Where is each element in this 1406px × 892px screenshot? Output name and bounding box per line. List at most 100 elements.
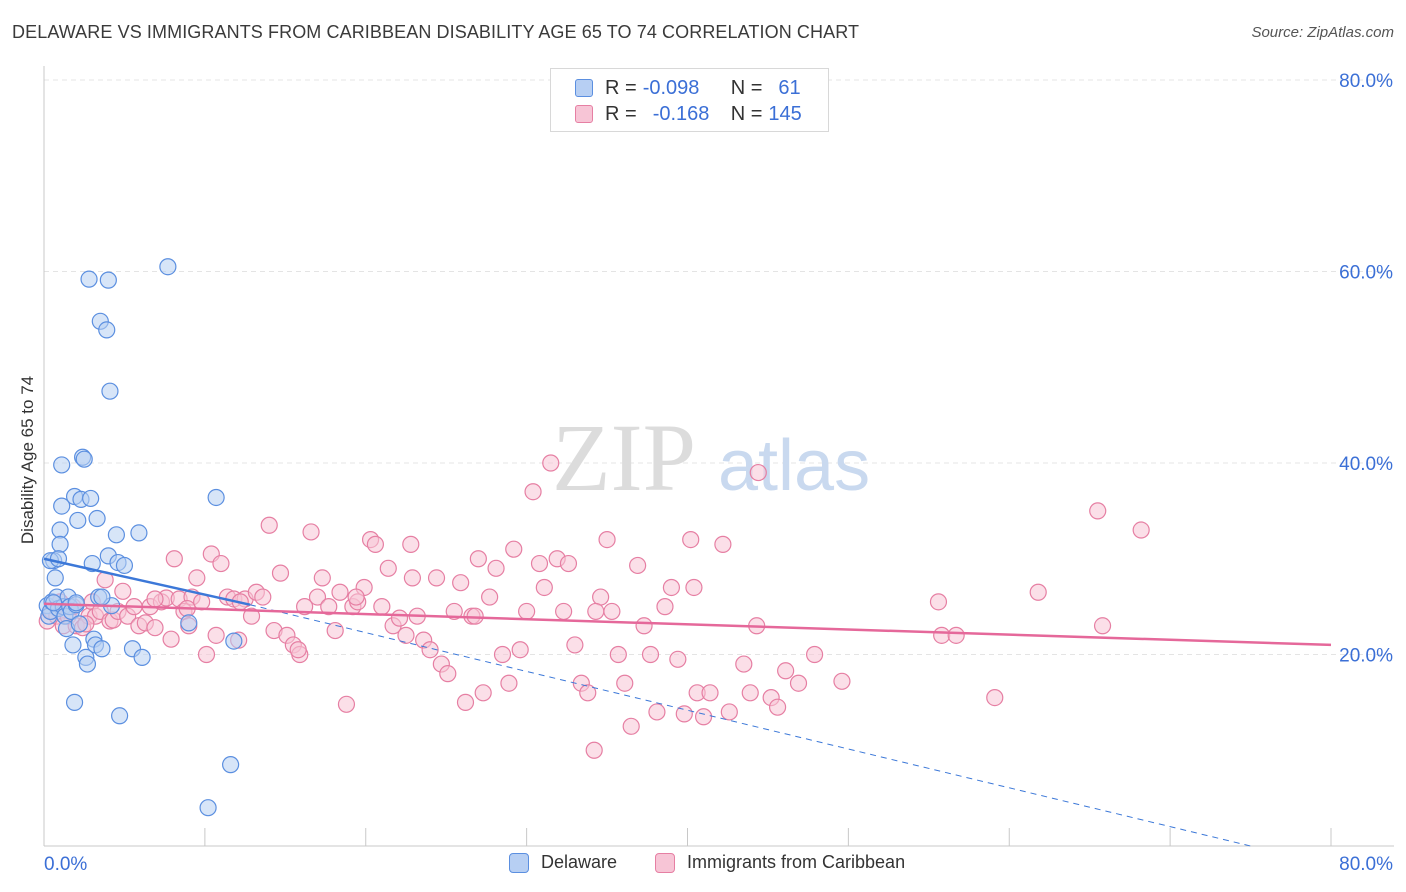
legend-swatch-blue (575, 79, 593, 97)
y-tick-label: 60.0% (1339, 263, 1393, 284)
caribbean-point (675, 705, 693, 723)
caribbean-point (622, 717, 640, 735)
caribbean-point (518, 602, 536, 621)
delaware-point (99, 271, 117, 289)
caribbean-point (542, 454, 560, 472)
caribbean-point (289, 641, 307, 659)
delaware-point (225, 632, 243, 650)
delaware-point (78, 655, 97, 673)
caribbean-point (500, 674, 518, 692)
x-tick-label: 0.0% (44, 854, 87, 875)
legend-item-delaware[interactable]: Delaware (509, 852, 617, 873)
caribbean-point (390, 609, 409, 627)
caribbean-point (197, 645, 216, 664)
caribbean-point (598, 530, 616, 549)
caribbean-point (777, 662, 795, 680)
caribbean-point (656, 598, 674, 616)
delaware-point (69, 511, 87, 530)
y-tick-label: 80.0% (1339, 71, 1393, 92)
delaware-point (207, 488, 225, 507)
caribbean-point (701, 684, 719, 702)
caribbean-point (566, 636, 584, 654)
caribbean-point (379, 559, 397, 577)
caribbean-point (260, 516, 278, 534)
caribbean-point (682, 530, 700, 549)
caribbean-point (511, 641, 529, 659)
caribbean-point (1029, 583, 1047, 601)
delaware-trend-line (43, 557, 251, 606)
caribbean-point (530, 554, 549, 573)
legend-label: Delaware (541, 852, 618, 872)
caribbean-trend-line (43, 602, 1332, 647)
series-legend: Delaware Immigrants from Caribbean (0, 852, 1406, 878)
delaware-point (93, 588, 111, 606)
delaware-point (51, 535, 69, 553)
caribbean-point (207, 626, 225, 644)
delaware-point (93, 640, 111, 658)
caribbean-point (331, 583, 349, 601)
delaware-point (64, 636, 82, 654)
caribbean-point (833, 672, 851, 690)
n-label: N = (730, 76, 763, 99)
r-label: R = (605, 102, 637, 125)
delaware-point (70, 615, 88, 633)
caribbean-point (403, 569, 422, 587)
caribbean-point (933, 626, 951, 644)
caribbean-point (254, 588, 272, 606)
caribbean-point (592, 588, 610, 606)
delaware-point (75, 450, 93, 468)
r-label: R = (605, 76, 637, 99)
delaware-point (107, 526, 125, 544)
legend-row-caribbean: R = -0.168 N = 145 (575, 101, 802, 127)
caribbean-point (535, 578, 553, 597)
caribbean-point (487, 559, 505, 577)
caribbean-point (587, 602, 605, 621)
delaware-point (130, 524, 148, 542)
caribbean-point (685, 578, 703, 597)
delaware-point (111, 707, 129, 725)
caribbean-point (308, 588, 327, 606)
caribbean-point (720, 703, 738, 721)
caribbean-point (313, 569, 331, 587)
legend-swatch-blue (509, 852, 529, 873)
caribbean-point (789, 674, 808, 692)
caribbean-point (669, 650, 687, 668)
delaware-point (133, 648, 151, 666)
y-axis-label: Disability Age 65 to 74 (18, 375, 37, 545)
watermark-atlas: atlas (718, 426, 870, 506)
n-value: 145 (768, 102, 802, 125)
caribbean-point (146, 590, 164, 608)
caribbean-point (662, 578, 681, 597)
caribbean-point (320, 598, 338, 616)
gridlines (44, 79, 1394, 655)
caribbean-point (579, 684, 597, 702)
caribbean-point (648, 703, 666, 721)
caribbean-point (735, 655, 753, 673)
caribbean-point (986, 688, 1004, 707)
caribbean-point (445, 602, 463, 621)
caribbean-point (347, 588, 365, 606)
blue-series-points (38, 258, 243, 817)
caribbean-point (929, 593, 948, 611)
y-tick-label: 20.0% (1339, 646, 1393, 667)
caribbean-point (326, 621, 344, 640)
delaware-point (98, 321, 116, 339)
caribbean-point (402, 535, 420, 553)
caribbean-point (1093, 617, 1112, 635)
delaware-point (101, 382, 119, 400)
caribbean-point (337, 695, 356, 713)
caribbean-point (162, 630, 180, 648)
watermark-zip: ZIP (552, 404, 696, 511)
caribbean-point (609, 645, 627, 664)
y-tick-label: 40.0% (1339, 454, 1393, 475)
legend-item-caribbean[interactable]: Immigrants from Caribbean (655, 852, 905, 873)
caribbean-point (1089, 502, 1107, 520)
caribbean-point (302, 523, 320, 541)
delaware-point (53, 456, 71, 474)
caribbean-point (493, 645, 512, 664)
delaware-point (199, 799, 217, 817)
caribbean-point (641, 645, 660, 664)
caribbean-point (947, 626, 965, 644)
caribbean-point (805, 645, 824, 664)
